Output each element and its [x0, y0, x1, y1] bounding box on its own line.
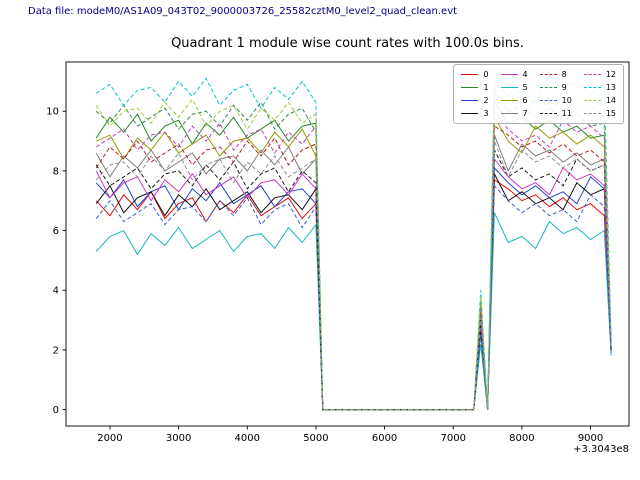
series-line-0 — [95, 178, 612, 411]
legend-item: 14 — [583, 94, 616, 107]
legend-item: 9 — [539, 81, 572, 94]
legend-item: 12 — [583, 68, 616, 81]
legend-item: 4 — [500, 68, 528, 81]
legend-line-sample — [539, 87, 557, 88]
legend-line-sample — [461, 113, 479, 114]
legend: 0 1 2 3 4 5 6 7 8 9 10 11 12 13 14 15 — [453, 64, 624, 124]
x-tick-label: 6000 — [372, 433, 397, 444]
legend-item-label: 14 — [605, 96, 616, 105]
x-tick-label: 3000 — [166, 433, 191, 444]
legend-item: 7 — [500, 107, 528, 120]
legend-item-label: 13 — [605, 83, 616, 92]
legend-item: 15 — [583, 107, 616, 120]
series-line-15 — [95, 140, 612, 411]
series-line-11 — [95, 149, 612, 411]
legend-item: 5 — [500, 81, 528, 94]
legend-item-label: 0 — [483, 70, 489, 79]
series-line-12 — [95, 109, 612, 411]
x-tick-label: 7000 — [441, 433, 466, 444]
legend-line-sample — [583, 113, 601, 114]
legend-item-label: 2 — [483, 96, 489, 105]
x-axis-offset-label: +3.3043e8 — [573, 444, 629, 455]
y-tick-label: 2 — [53, 345, 59, 356]
series-line-7 — [95, 134, 612, 411]
series-line-10 — [95, 184, 612, 411]
series-line-13 — [95, 74, 612, 411]
legend-line-sample — [539, 100, 557, 101]
legend-item-label: 7 — [522, 109, 528, 118]
legend-line-sample — [461, 74, 479, 75]
data-file-label: Data file: modeM0/AS1A09_043T02_90000037… — [28, 6, 458, 17]
legend-item-label: 3 — [483, 109, 489, 118]
legend-item: 3 — [461, 107, 489, 120]
legend-line-sample — [583, 74, 601, 75]
series-line-8 — [95, 125, 612, 411]
axes-spines — [65, 61, 630, 427]
x-tick-label: 8000 — [509, 433, 534, 444]
legend-item-label: 8 — [561, 70, 567, 79]
legend-line-sample — [461, 87, 479, 88]
legend-line-sample — [539, 74, 557, 75]
legend-item: 0 — [461, 68, 489, 81]
series-line-2 — [95, 166, 612, 411]
legend-item: 2 — [461, 94, 489, 107]
legend-item: 8 — [539, 68, 572, 81]
x-tick-label: 2000 — [97, 433, 122, 444]
x-tick-label: 5000 — [303, 433, 328, 444]
y-tick-label: 4 — [53, 286, 59, 297]
legend-item-label: 12 — [605, 70, 616, 79]
legend-line-sample — [461, 100, 479, 101]
legend-item-label: 15 — [605, 109, 616, 118]
legend-item: 1 — [461, 81, 489, 94]
x-tick-label: 9000 — [578, 433, 603, 444]
legend-item-label: 5 — [522, 83, 528, 92]
legend-line-sample — [500, 74, 518, 75]
series-line-6 — [95, 115, 612, 411]
legend-line-sample — [539, 113, 557, 114]
legend-item-label: 4 — [522, 70, 528, 79]
chart-title: Quadrant 1 module wise count rates with … — [171, 36, 524, 51]
legend-item: 11 — [539, 107, 572, 120]
legend-item-label: 9 — [561, 83, 567, 92]
series-line-5 — [95, 212, 612, 411]
y-tick-label: 6 — [53, 226, 59, 237]
x-tick-label: 4000 — [235, 433, 260, 444]
series-line-9 — [95, 88, 612, 411]
y-tick-label: 0 — [53, 405, 59, 416]
y-tick-label: 8 — [53, 166, 59, 177]
legend-line-sample — [500, 100, 518, 101]
legend-item-label: 11 — [561, 109, 572, 118]
series-line-4 — [95, 157, 612, 411]
legend-line-sample — [583, 100, 601, 101]
legend-item: 6 — [500, 94, 528, 107]
legend-item: 13 — [583, 81, 616, 94]
legend-item-label: 6 — [522, 96, 528, 105]
series-line-1 — [95, 100, 612, 411]
legend-line-sample — [583, 87, 601, 88]
legend-item-label: 10 — [561, 96, 572, 105]
y-tick-label: 10 — [46, 107, 59, 118]
legend-line-sample — [500, 113, 518, 114]
legend-item-label: 1 — [483, 83, 489, 92]
legend-item: 10 — [539, 94, 572, 107]
legend-line-sample — [500, 87, 518, 88]
